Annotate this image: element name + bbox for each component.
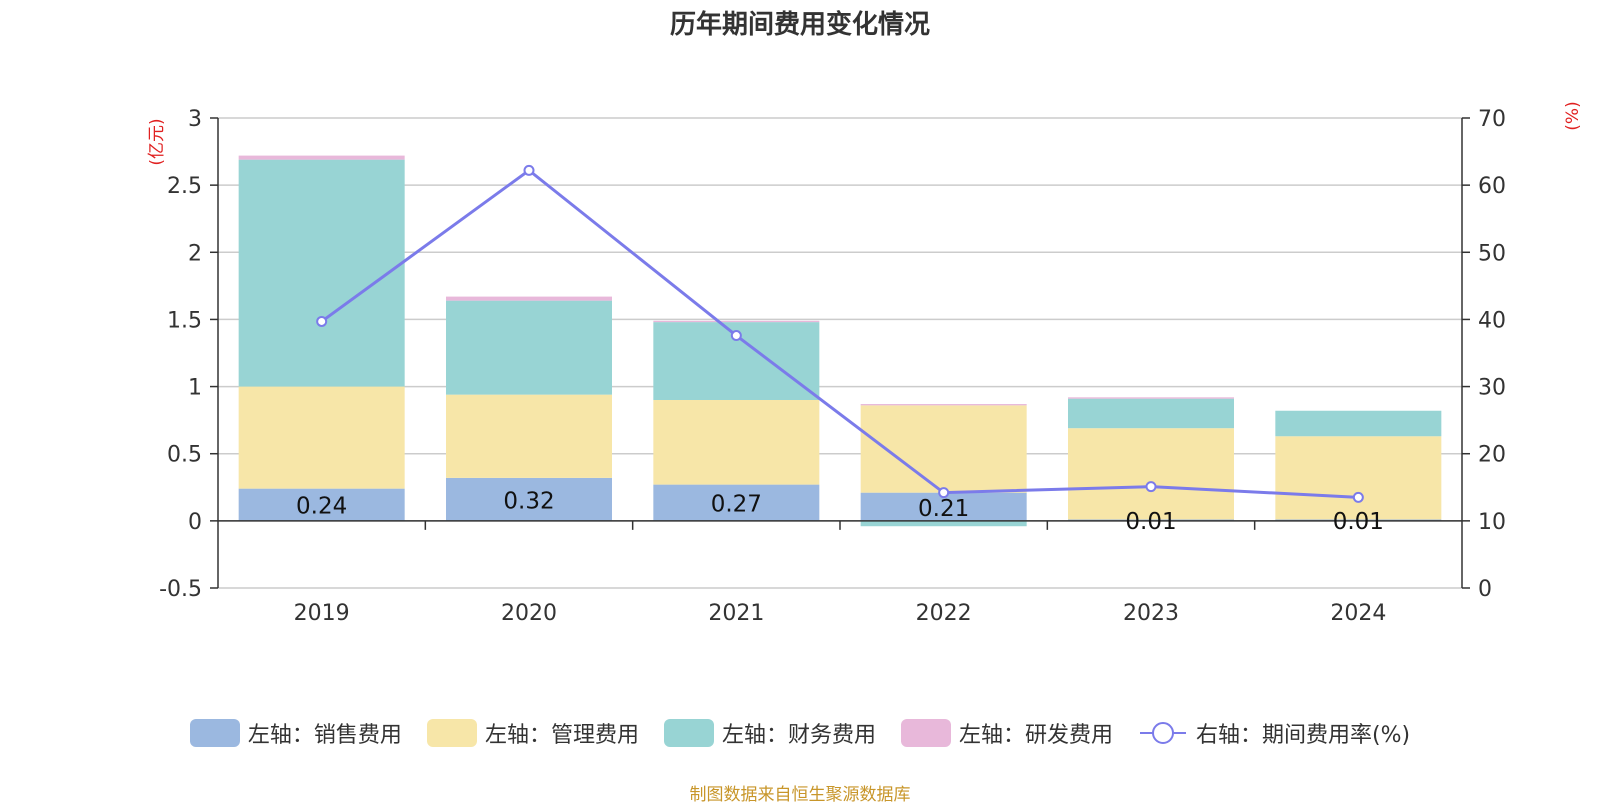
legend-item-finance[interactable]: 左轴：财务费用 (663, 717, 876, 749)
y-right-tick-label: 0 (1478, 577, 1492, 602)
y-right-tick-label: 70 (1478, 107, 1506, 132)
rate-point (1145, 481, 1157, 493)
bar-finance (860, 520, 1027, 527)
data-source-note: 制图数据来自恒生聚源数据库 (689, 785, 911, 805)
y-left-tick-label: 1.5 (167, 308, 202, 333)
y-left-axis-label: (亿元) (147, 118, 167, 165)
y-right-tick-label: 60 (1478, 174, 1506, 199)
chart-title: 历年期间费用变化情况 (669, 10, 930, 40)
x-tick-label: 2020 (501, 601, 557, 626)
x-tick-label: 2024 (1330, 601, 1386, 626)
legend-swatch-finance (663, 719, 714, 747)
bar-finance (446, 300, 612, 395)
legend: 左轴：销售费用 左轴：管理费用 左轴：财务费用 左轴：研发费用 右轴：期间费用率… (0, 717, 1600, 749)
bar-admin (1068, 428, 1234, 520)
rate-point (938, 487, 950, 499)
y-right-tick-label: 50 (1478, 241, 1506, 266)
rate-point (316, 315, 328, 327)
bar-finance (1275, 410, 1442, 437)
y-right-tick-label: 20 (1478, 443, 1506, 468)
x-tick-label: 2019 (294, 601, 350, 626)
y-left-tick-label: 1 (188, 376, 202, 401)
data-label-sales: 0.24 (296, 494, 347, 520)
bar-admin (446, 394, 612, 478)
data-label-sales: 0.01 (1333, 509, 1384, 535)
legend-item-admin[interactable]: 左轴：管理费用 (426, 717, 639, 749)
bar-finance (238, 159, 405, 387)
bar-rd (238, 155, 405, 160)
data-label-sales: 0.32 (503, 488, 554, 514)
bar-sales (653, 484, 820, 521)
y-left-tick-label: -0.5 (159, 577, 202, 602)
data-label-sales: 0.27 (711, 492, 762, 518)
legend-swatch-admin (426, 719, 477, 747)
bar-sales (446, 477, 612, 521)
bar-sales (238, 488, 405, 521)
data-label-sales: 0.21 (918, 496, 969, 522)
bar-rd (1068, 397, 1234, 399)
y-left-tick-label: 2 (188, 241, 202, 266)
y-right-tick-label: 40 (1478, 308, 1506, 333)
rate-point (1352, 491, 1364, 503)
legend-label-rd: 左轴：研发费用 (958, 723, 1113, 748)
legend-item-rd[interactable]: 左轴：研发费用 (900, 717, 1113, 749)
bar-finance (1068, 398, 1234, 429)
rate-point (730, 330, 742, 342)
legend-label-sales: 左轴：销售费用 (247, 723, 402, 748)
rate-point (523, 164, 535, 176)
chart-canvas: -0.500.511.522.53010203040506070(亿元)(%)0… (147, 101, 1583, 626)
legend-label-finance: 左轴：财务费用 (721, 723, 876, 748)
y-right-tick-label: 10 (1478, 510, 1506, 535)
legend-swatch-sales (189, 719, 240, 747)
y-left-tick-label: 0.5 (167, 443, 202, 468)
y-right-axis-label: (%) (1563, 101, 1583, 130)
rate-line (320, 168, 1359, 499)
y-left-tick-label: 2.5 (167, 174, 202, 199)
bar-rd (860, 404, 1027, 406)
bar-rd (446, 296, 612, 301)
legend-label-admin: 左轴：管理费用 (484, 723, 639, 748)
legend-item-rate[interactable]: 右轴：期间费用率(%) (1138, 717, 1410, 749)
legend-label-rate: 右轴：期间费用率(%) (1195, 723, 1411, 748)
bar-admin (238, 386, 405, 489)
bar-rd (653, 320, 820, 323)
data-label-sales: 0.01 (1125, 509, 1176, 535)
y-left-tick-label: 0 (188, 510, 202, 535)
x-tick-label: 2021 (708, 601, 764, 626)
bar-admin (653, 400, 820, 485)
x-tick-label: 2022 (916, 601, 972, 626)
y-right-tick-label: 30 (1478, 376, 1506, 401)
line-marker-icon (1139, 722, 1186, 744)
bar-admin (1275, 436, 1442, 520)
legend-item-sales[interactable]: 左轴：销售费用 (189, 717, 402, 749)
x-tick-label: 2023 (1123, 601, 1179, 626)
y-left-tick-label: 3 (188, 107, 202, 132)
legend-swatch-rd (900, 719, 951, 747)
